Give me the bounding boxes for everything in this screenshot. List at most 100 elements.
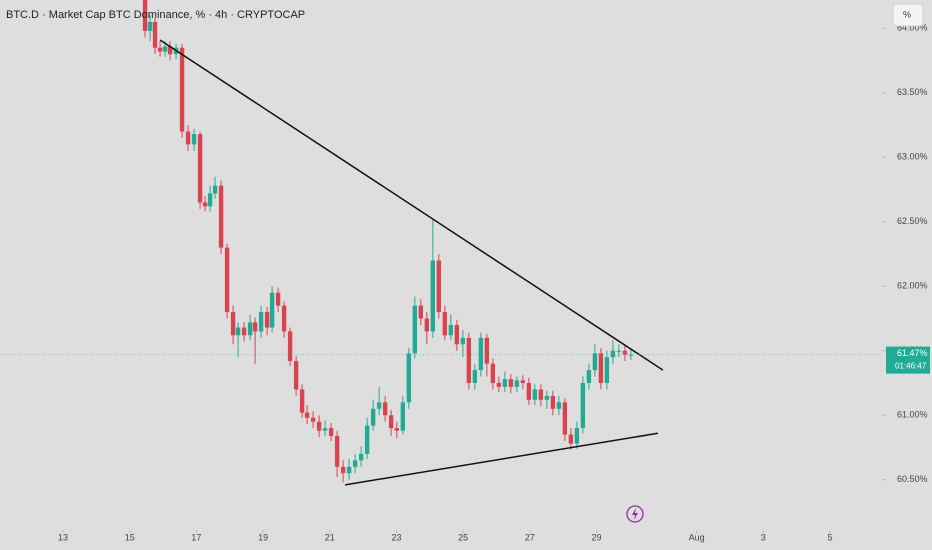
x-tick-label: Aug	[689, 532, 705, 542]
candle-body	[604, 357, 610, 383]
candle-body	[197, 134, 203, 203]
unit-button-label[interactable]: %	[903, 9, 911, 19]
candle-body	[235, 327, 241, 336]
candle-body	[544, 395, 550, 400]
candle-body	[532, 389, 538, 400]
last-price-box	[886, 346, 930, 374]
candle-body	[418, 305, 424, 319]
candle-body	[352, 460, 358, 467]
candle-body	[454, 324, 460, 345]
countdown-label: 01:46:47	[895, 362, 927, 371]
candle-body	[406, 353, 412, 403]
candle-body	[167, 46, 173, 55]
candle-body	[304, 412, 310, 418]
candle-body	[442, 312, 448, 336]
y-tick-label: 62.00%	[897, 281, 928, 291]
candle-body	[574, 428, 580, 444]
candle-body	[287, 331, 293, 362]
candle-body	[616, 350, 622, 352]
candle-body	[334, 435, 340, 467]
candle-body	[269, 292, 275, 328]
candle-body	[346, 466, 352, 474]
candle-body	[264, 312, 270, 328]
candle-body	[241, 327, 247, 336]
y-tick-label: 63.50%	[897, 87, 928, 97]
candle-body	[316, 421, 322, 431]
x-tick-label: 17	[191, 532, 201, 542]
y-tick-label: 60.50%	[897, 474, 928, 484]
chart-title: BTC.D · Market Cap BTC Dominance, % · 4h…	[6, 9, 305, 21]
candle-body	[230, 312, 236, 336]
candle-body	[580, 382, 586, 429]
candle-body	[258, 312, 264, 332]
candle-body	[218, 185, 224, 248]
candle-body	[358, 453, 364, 461]
candle-body	[364, 425, 370, 454]
candle-body	[478, 337, 484, 371]
x-tick-label: 13	[58, 532, 68, 542]
candle-body	[502, 379, 508, 387]
y-tick-label: 63.00%	[897, 152, 928, 162]
candle-body	[622, 350, 628, 355]
candle-body	[382, 402, 388, 416]
candle-body	[430, 260, 436, 332]
y-tick-label: 62.50%	[897, 216, 928, 226]
candle-body	[460, 337, 466, 345]
candle-body	[586, 370, 592, 383]
candle-body	[275, 292, 281, 306]
x-tick-label: 27	[525, 532, 535, 542]
candle-body	[556, 402, 562, 409]
candle-body	[526, 382, 532, 400]
candle-body	[610, 350, 616, 358]
candle-body	[142, 0, 148, 31]
x-tick-label: 23	[391, 532, 401, 542]
candle-body	[152, 21, 158, 48]
x-tick-label: 5	[827, 532, 832, 542]
candle-body	[538, 389, 544, 400]
x-tick-label: 21	[325, 532, 335, 542]
candle-body	[247, 322, 253, 336]
candle-body	[212, 185, 218, 194]
candle-body	[562, 402, 568, 435]
candle-body	[388, 415, 394, 429]
unit-button[interactable]	[892, 3, 924, 27]
candle-body	[202, 202, 208, 207]
candle-body	[448, 324, 454, 336]
candle-body	[496, 382, 502, 387]
candle-body	[162, 46, 168, 52]
candle-body	[328, 428, 334, 436]
trendline	[345, 432, 659, 486]
candle-body	[293, 361, 299, 390]
y-tick-label: 61.00%	[897, 410, 928, 420]
candle-body	[207, 193, 213, 207]
candle-body	[520, 380, 526, 383]
candle-body	[466, 337, 472, 383]
candle-body	[157, 47, 163, 52]
candle-body	[147, 21, 153, 31]
candle-body	[299, 389, 305, 413]
trendline	[159, 39, 664, 371]
candle-body	[568, 434, 574, 444]
candle-body	[322, 428, 328, 431]
y-tick-label: 64.00%	[897, 23, 928, 33]
candle-body	[424, 318, 430, 332]
candle-body	[598, 353, 604, 383]
x-tick-label: 19	[258, 532, 268, 542]
candle-body	[370, 408, 376, 426]
candle-body	[310, 417, 316, 422]
candle-body	[185, 131, 191, 145]
last-price-label: 61.47%	[897, 348, 928, 358]
candle-body	[340, 466, 346, 474]
flash-icon	[626, 505, 644, 523]
candle-body	[484, 337, 490, 364]
candle-body	[592, 353, 598, 371]
candle-body	[412, 305, 418, 354]
candle-body	[394, 428, 400, 431]
candle-body	[514, 380, 520, 387]
candle-body	[472, 370, 478, 383]
x-tick-label: 3	[761, 532, 766, 542]
candle-body	[550, 395, 556, 409]
candle-body	[179, 47, 185, 132]
